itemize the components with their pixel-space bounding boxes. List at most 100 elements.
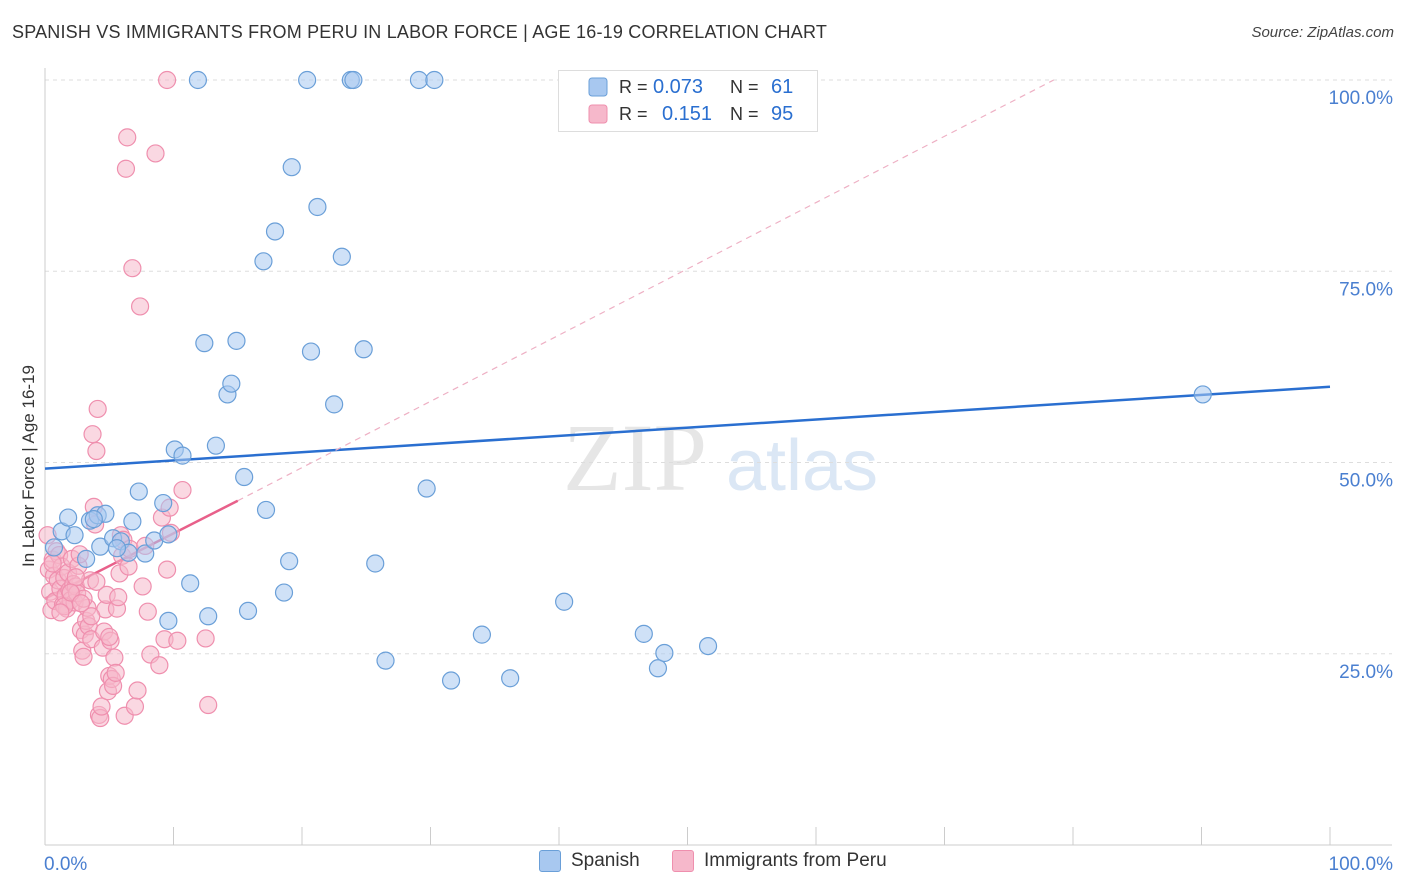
bottom-legend-swatch-spanish [539,850,561,872]
point-spanish-51 [501,669,520,688]
watermark-atlas: atlas [726,426,878,506]
point-spanish-24 [206,436,226,455]
chart-title: SPANISH VS IMMIGRANTS FROM PERU IN LABOR… [12,22,828,42]
point-spanish-56 [698,636,718,656]
legend-n-label-spanish: N = [730,77,759,97]
point-peru-73 [146,144,165,163]
point-spanish-48 [425,70,444,90]
watermark: ZIP atlas [563,404,878,511]
point-peru-53 [106,663,125,682]
y-tick-label-1: 50.0% [1339,471,1393,492]
point-peru-42 [92,697,111,716]
point-peru-61 [116,159,136,178]
point-spanish-22 [195,334,214,353]
point-spanish-42 [344,70,363,90]
point-spanish-54 [648,659,668,678]
point-spanish-36 [298,70,317,90]
stats-legend: R = 0.073 N = 61 R = 0.151 N = 95 [558,70,818,132]
point-peru-77 [157,560,177,579]
point-peru-39 [88,399,107,419]
point-peru-81 [168,631,187,650]
point-spanish-27 [227,331,246,350]
point-spanish-16 [154,493,173,513]
point-peru-74 [150,656,169,675]
point-spanish-57 [1193,385,1212,404]
watermark-zip: ZIP [563,404,707,511]
point-spanish-39 [325,395,344,414]
bottom-legend-spanish: Spanish [539,850,640,872]
point-spanish-4 [77,549,96,568]
x-tick-label-0: 0.0% [44,854,87,875]
point-spanish-33 [274,583,294,602]
legend-r-label-spanish: R = [619,77,648,97]
point-spanish-3 [65,526,84,545]
point-spanish-17 [159,525,178,544]
trend-line-spanish [44,385,1331,470]
point-peru-94 [100,627,119,647]
point-spanish-30 [254,252,273,271]
point-spanish-23 [199,607,218,626]
point-spanish-50 [472,625,491,644]
point-peru-66 [125,697,145,716]
point-spanish-0 [44,538,64,557]
point-peru-65 [123,259,142,278]
point-spanish-43 [354,340,373,359]
y-tick-labels: 25.0% 50.0% 75.0% 100.0% [1329,88,1394,683]
y-axis-label: In Labor Force | Age 16-19 [19,365,38,567]
point-spanish-55 [655,643,674,663]
point-spanish-40 [332,247,351,266]
point-spanish-52 [555,592,574,611]
point-spanish-20 [181,574,200,593]
point-spanish-49 [441,671,461,690]
point-peru-89 [87,572,106,591]
stats-legend-svg: R = 0.073 N = 61 R = 0.151 N = 95 [588,76,793,125]
bottom-legend-label-peru: Immigrants from Peru [704,850,887,871]
point-peru-90 [43,554,62,573]
grid-lines [45,79,1392,655]
legend-n-value-peru: 95 [771,103,793,125]
point-peru-67 [128,681,147,700]
point-spanish-2 [59,508,78,527]
y-tick-label-2: 75.0% [1339,279,1393,300]
legend-r-value-spanish: 0.073 [653,76,703,98]
legend-r-label-peru: R = [619,104,648,124]
point-peru-52 [105,648,124,667]
point-peru-88 [82,607,101,626]
point-peru-35 [83,425,102,444]
point-spanish-53 [634,624,653,643]
point-peru-86 [66,568,85,587]
point-peru-84 [196,629,215,648]
legend-r-value-peru: 0.151 [662,103,712,125]
legend-swatch-peru [588,104,608,124]
point-peru-82 [173,480,192,500]
legend-n-value-spanish: 61 [771,76,793,98]
legend-n-label-peru: N = [730,104,759,124]
x-tick-labels: 0.0% 100.0% [44,854,1393,875]
point-peru-83 [199,695,218,715]
bottom-legend-peru: Immigrants from Peru [672,850,887,872]
point-spanish-60 [107,539,127,558]
bottom-legend-label-spanish: Spanish [571,850,640,871]
point-spanish-37 [301,342,321,361]
point-peru-68 [130,297,150,316]
y-tick-label-0: 25.0% [1339,662,1393,683]
point-peru-28 [74,647,93,666]
point-spanish-12 [123,512,142,531]
point-spanish-47 [417,479,436,498]
point-peru-55 [109,588,128,607]
point-spanish-19 [173,446,192,465]
source-label: Source: ZipAtlas.com [1251,24,1394,41]
point-spanish-44 [366,554,385,573]
point-spanish-46 [409,70,429,90]
point-spanish-45 [376,651,395,670]
point-spanish-31 [256,500,276,520]
y-tick-label-3: 100.0% [1329,88,1394,109]
point-spanish-58 [159,611,178,630]
point-spanish-14 [136,544,155,563]
point-peru-93 [71,594,91,613]
point-peru-69 [133,577,152,596]
x-tick-label-1: 100.0% [1329,854,1394,875]
axes [44,68,1392,846]
bottom-legend-swatch-peru [672,850,694,872]
